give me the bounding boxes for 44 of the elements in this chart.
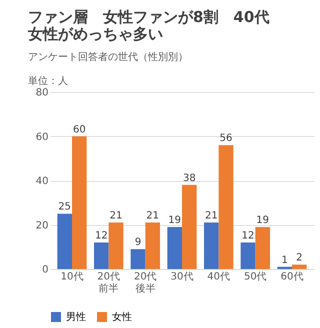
- data-label: 9: [134, 237, 142, 248]
- chart-title: ファン層 女性ファンが8割 40代女性がめっちゃ多い: [27, 8, 270, 43]
- bar: [130, 249, 146, 269]
- x-tick-label: 60代: [280, 272, 304, 282]
- legend-label: 女性: [112, 311, 132, 323]
- y-tick-label: 60: [36, 132, 48, 143]
- bar: [292, 264, 307, 269]
- data-label: 38: [182, 172, 196, 184]
- data-label: 19: [168, 214, 182, 226]
- legend-label: 男性: [66, 311, 86, 323]
- y-tick-label: 40: [36, 176, 48, 187]
- x-tick-label: 10代: [60, 272, 84, 282]
- y-tick-label: 0: [42, 264, 48, 276]
- x-tick-label: 50代: [244, 272, 267, 282]
- data-label: 56: [220, 133, 232, 144]
- bar: [255, 226, 270, 269]
- x-tick-label: 30代: [170, 272, 194, 282]
- data-label: 2: [296, 252, 303, 264]
- chart-subtitle: アンケート回答者の世代（性別別）: [28, 51, 188, 63]
- bar: [94, 242, 109, 269]
- bar: [204, 222, 219, 269]
- data-label: 19: [256, 214, 270, 226]
- data-label: 12: [242, 230, 254, 242]
- bar: [182, 184, 197, 269]
- bar: [72, 136, 87, 269]
- bar: [145, 222, 160, 269]
- bar: [108, 222, 124, 269]
- x-tick-label: 20代前半: [97, 272, 120, 294]
- data-label: 60: [72, 124, 86, 136]
- bar: [167, 226, 182, 269]
- y-tick-label: 20: [36, 220, 48, 232]
- bar: [240, 242, 256, 269]
- data-label: 21: [146, 210, 160, 222]
- x-tick-label: 40代: [207, 272, 230, 282]
- data-label: 21: [204, 210, 218, 222]
- data-label: 12: [94, 230, 108, 242]
- data-label: 25: [58, 202, 72, 213]
- x-tick-label: 20代後半: [134, 272, 157, 294]
- data-label: 1: [281, 254, 288, 266]
- y-tick-label: 80: [36, 88, 48, 98]
- y-axis-title: 単位：人: [28, 75, 68, 87]
- bar: [57, 214, 72, 269]
- data-label: 21: [110, 210, 122, 222]
- bar: [218, 145, 234, 269]
